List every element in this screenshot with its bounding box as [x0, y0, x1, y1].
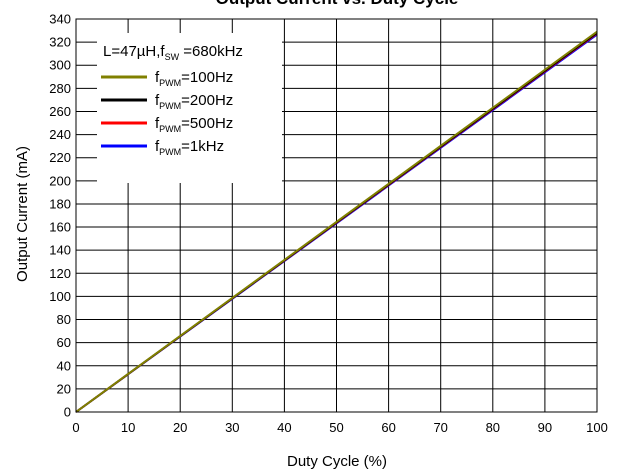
x-tick-label: 40 — [277, 420, 291, 435]
y-tick-label: 0 — [64, 405, 71, 420]
y-tick-label: 260 — [49, 104, 71, 119]
y-tick-label: 60 — [57, 335, 71, 350]
y-tick-label: 20 — [57, 381, 71, 396]
y-tick-label: 340 — [49, 12, 71, 27]
x-tick-label: 100 — [586, 420, 608, 435]
legend: L=47µH,fSW =680kHz fPWM=100Hz fPWM=200Hz fP… — [97, 33, 282, 183]
series-layer — [75, 30, 598, 413]
legend-label-0: fPWM=100Hz — [155, 69, 233, 88]
series-line-0 — [75, 30, 598, 413]
y-tick-label: 120 — [49, 266, 71, 281]
x-tick-label: 20 — [173, 420, 187, 435]
y-tick-label: 180 — [49, 196, 71, 211]
y-tick-label: 80 — [57, 312, 71, 327]
legend-label-3: fPWM=1kHz — [155, 138, 224, 157]
x-tick-label: 30 — [225, 420, 239, 435]
chart-title: Output Current vs. Duty Cycle — [216, 0, 459, 8]
ticks: 0 10 20 30 40 50 60 70 80 90 100 0 20 40 60 80 100 120 140… — [49, 12, 608, 436]
x-tick-label: 0 — [72, 420, 79, 435]
y-tick-label: 100 — [49, 289, 71, 304]
y-tick-label: 220 — [49, 150, 71, 165]
y-tick-label: 40 — [57, 358, 71, 373]
y-tick-label: 300 — [49, 58, 71, 73]
y-tick-label: 200 — [49, 173, 71, 188]
x-tick-label: 90 — [538, 420, 552, 435]
y-tick-label: 160 — [49, 220, 71, 235]
legend-header: L=47µH,fSW =680kHz — [103, 43, 243, 62]
y-tick-label: 240 — [49, 127, 71, 142]
x-tick-label: 70 — [433, 420, 447, 435]
x-axis-title: Duty Cycle (%) — [287, 453, 387, 470]
plot-frame — [75, 18, 598, 413]
legend-label-2: fPWM=500Hz — [155, 115, 233, 134]
y-axis-title: Output Current (mA) — [14, 146, 31, 282]
legend-background — [97, 33, 282, 183]
legend-label-1: fPWM=200Hz — [155, 92, 233, 111]
y-tick-label: 280 — [49, 81, 71, 96]
x-tick-label: 10 — [121, 420, 135, 435]
x-tick-label: 80 — [486, 420, 500, 435]
y-tick-label: 320 — [49, 35, 71, 50]
x-tick-label: 60 — [381, 420, 395, 435]
y-tick-label: 140 — [49, 243, 71, 258]
x-tick-label: 50 — [329, 420, 343, 435]
